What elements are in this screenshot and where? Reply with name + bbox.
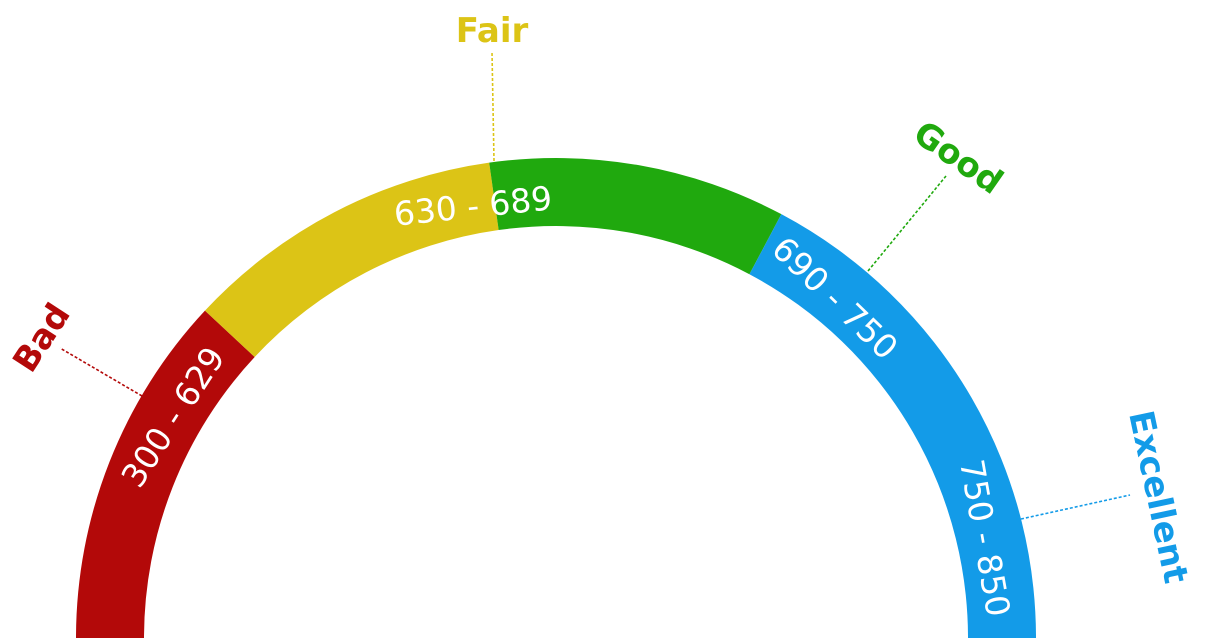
segment-good-name-label: Good [906,113,1010,203]
segment-good-arc [489,158,782,275]
segment-excellent-name-label: Excellent [1120,407,1196,587]
segment-excellent-arc [749,214,1037,638]
segment-fair-name-label: Fair [456,11,529,51]
leader-line-good [867,175,947,272]
segment-bad-name-label: Bad [5,296,78,379]
segment-fair-arc [204,162,499,358]
leader-line-excellent [1020,494,1131,520]
leader-line-fair [491,51,495,162]
leader-line-bad [59,347,143,397]
segment-bad-arc [76,310,255,638]
